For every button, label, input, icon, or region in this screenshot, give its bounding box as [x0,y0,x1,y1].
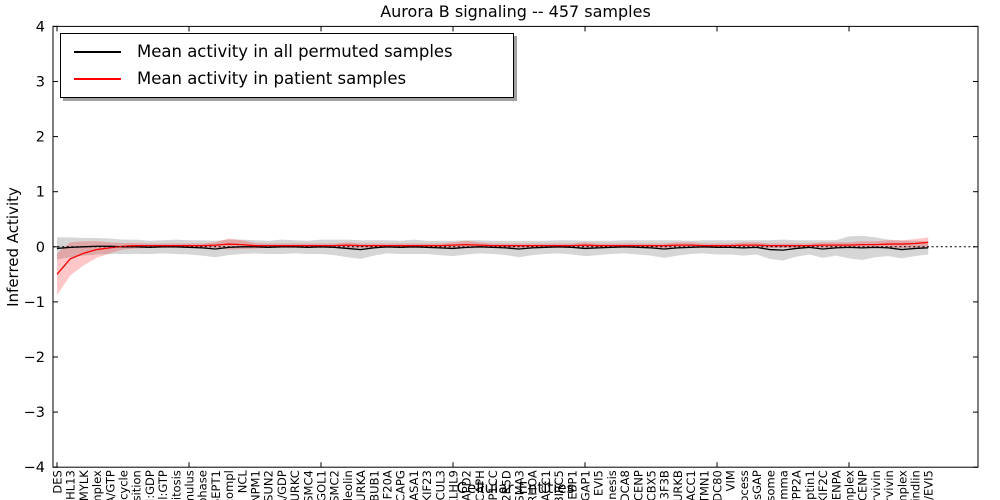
x-tick-label: NPM1 [249,470,263,500]
x-tick-label: hSgo1/Aurora B/Survivin [869,470,883,500]
x-tick-label: PEBP1 [565,470,579,500]
legend-item: Mean activity in all permuted samples [61,38,513,65]
legend-label-patient: Mean activity in patient samples [137,69,407,88]
x-tick-label: AURKA [354,470,368,500]
x-tick-label: NCL [235,470,249,494]
legend-line-patient-icon [74,77,121,80]
x-tick-label: Aurora B/PP1-gamma [777,470,791,500]
x-tick-label: VIM [724,470,738,491]
x-tick-label: Aurora B/RasGAP [750,470,764,500]
x-tick-label: SMC2 [328,470,342,500]
x-tick-label: H3F3B [658,470,672,500]
y-tick-label: 3 [36,75,45,91]
x-tick-label: NCAPG [394,470,408,500]
legend: Mean activity in all permuted samples Me… [60,33,514,98]
x-tick-label: AURKC [288,470,302,500]
x-tick-label: G2/M transition of mitotic cell cycle [117,470,131,500]
x-tick-label: Aurora B/PP2A [790,470,804,500]
permuted-band [57,235,929,261]
x-tick-label: BUB1 [367,470,381,500]
x-tick-label: KIF20A [381,470,395,500]
x-tick-label: mol:GDP [143,470,157,500]
patient-band [57,237,929,296]
x-tick-label: mitosis [169,470,183,500]
x-tick-label: RhoA/GTP [103,470,117,500]
y-axis-label: Inferred Activity [4,187,22,307]
x-tick-label: Cul3 protein complex [90,470,104,500]
x-tick-label: Condensin I complex [843,470,857,500]
x-tick-label: cytokinesis [605,470,619,500]
x-tick-label: KIF2C [816,470,830,500]
x-tick-label: RhoA/GDP [275,470,289,500]
x-tick-label: Aurora B/TACC1 [684,470,698,500]
legend-item: Mean activity in patient samples [61,65,513,92]
x-tick-label: DES [51,470,65,493]
x-tick-label: SEPT1 [209,470,223,500]
x-tick-label: Centraspindlin [909,470,923,500]
x-tick-label: MYLK [77,470,91,500]
y-tick-label: 4 [36,19,45,35]
x-tick-label: RHOA [526,470,540,500]
legend-line-permuted-icon [74,50,121,53]
y-tick-label: −1 [24,295,45,311]
x-tick-label: PPP2R5D [499,470,513,500]
x-tick-label: Aurora C/Aurora B/INCENP [856,470,870,500]
x-tick-label: RASA1 [407,470,421,500]
chart-title: Aurora B signaling -- 457 samples [380,2,651,21]
permuted-mean-line [56,245,929,251]
x-tick-label: SMC4 [301,470,315,500]
x-tick-label: EVI5 [592,470,606,496]
x-tick-label: TACC1 [539,470,553,500]
x-tick-label: CDCA8 [618,470,632,500]
x-tick-label: SGOL1 [315,470,329,500]
y-tick-label: −4 [24,460,45,476]
patient-mean-line [56,241,929,275]
y-tick-label: 2 [36,130,45,146]
x-tick-label: mol:GTP [156,470,170,500]
x-tick-label: CENPA [829,470,843,500]
x-tick-label: CBX5 [645,470,659,500]
x-tick-label: Chromosomal passenger complex/EVI5 [922,470,936,500]
x-tick-label: AURKB [671,470,685,500]
x-tick-label: NSUN2 [262,470,276,500]
x-tick-label: response to DNA damage stimulus [183,470,197,500]
y-tick-label: 1 [36,185,45,201]
x-tick-label: NCAPH [473,470,487,500]
x-tick-label: KLHL9 [447,470,461,500]
y-tick-label: −2 [24,350,45,366]
x-tick-label: Aurora B/Septin1 [803,470,817,500]
legend-label-permuted: Mean activity in all permuted samples [137,42,453,61]
x-tick-label: proteasomal ubiquitin-dependent protein … [737,470,751,500]
x-tick-label: PPP1CC [486,470,500,500]
x-tick-label: STMN1 [697,470,711,500]
x-tick-label: NCAPD2 [460,470,474,500]
x-tick-label: KIF23 [420,470,434,500]
y-tick-label: 0 [36,240,45,256]
x-tick-label: CUL3 [433,470,447,500]
x-tick-label: NSUN2/NPM1/Nucleolin [341,470,355,500]
x-tick-label: mitotic metaphase/anaphase transition [130,470,144,500]
x-tick-label: BIRC5 [552,470,566,500]
x-tick-label: Aurora B/RasGAP/Survivin [882,470,896,500]
x-tick-label: Chromosomal passenger complex/Cul3 prote… [222,470,236,500]
x-tick-label: INCENP [631,470,645,500]
x-tick-label: PSMA3 [513,470,527,500]
x-tick-label: Chromosomal passenger complex [895,470,909,500]
x-tick-label: NDC80 [711,470,725,500]
x-tick-label: RACGAP1 [579,470,593,500]
x-tick-label: Aurora B/HC8 Proteasome [763,470,777,500]
x-tick-label: mitotic prometaphase [196,470,210,500]
x-axis-label: Cellular Entities [456,479,575,497]
x-tick-label: KLHL13 [64,470,78,500]
y-tick-label: −3 [24,405,45,421]
